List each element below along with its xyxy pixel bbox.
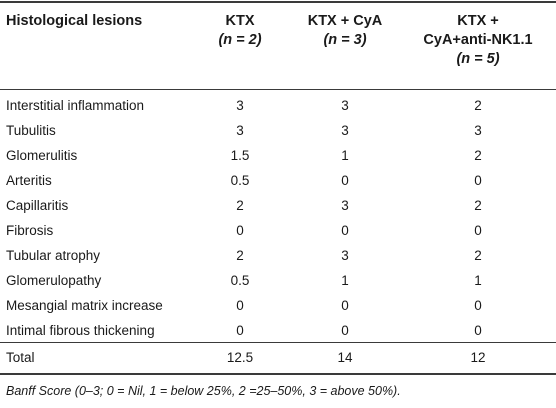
table-row: Tubular atrophy 2 3 2 [0,243,556,268]
cell-ktx-cya: 3 [341,198,349,213]
cell-ktx-cya: 0 [341,223,349,238]
header-ktx: KTX (n = 2) [190,12,290,50]
table-row: Arteritis 0.5 0 0 [0,168,556,193]
table-bottom-rule [0,373,556,375]
cell-ktx-cya: 0 [341,298,349,313]
cell-ktx-cya: 0 [341,173,349,188]
total-row: Total 12.5 14 12 [0,345,556,370]
cell-ktx: 3 [236,98,244,113]
header-ktx-cya-n: (n = 3) [323,32,367,48]
row-label: Capillaritis [6,198,69,213]
cell-ktx-cya-nk: 0 [474,223,482,238]
cell-ktx-cya: 3 [341,248,349,263]
header-nk-n: (n = 5) [456,51,500,67]
cell-ktx: 0 [236,223,244,238]
table-row: Mesangial matrix increase 0 0 0 [0,293,556,318]
cell-ktx: 1.5 [230,148,250,163]
total-ktx-cya: 14 [337,350,353,365]
header-histological-lesions: Histological lesions [6,13,143,29]
header-ktx-label: KTX [225,13,255,29]
cell-ktx: 0.5 [230,173,250,188]
total-ktx-cya-nk: 12 [470,350,486,365]
cell-ktx-cya-nk: 2 [474,198,482,213]
cell-ktx-cya-nk: 2 [474,148,482,163]
row-label: Mesangial matrix increase [6,298,163,313]
cell-ktx-cya-nk: 2 [474,98,482,113]
cell-ktx: 2 [236,198,244,213]
cell-ktx-cya-nk: 1 [474,273,482,288]
row-label: Intimal fibrous thickening [6,323,155,338]
total-label: Total [6,350,35,365]
cell-ktx-cya-nk: 2 [474,248,482,263]
table-row: Capillaritis 2 3 2 [0,193,556,218]
row-label: Glomerulopathy [6,273,102,288]
table-row: Interstitial inflammation 3 3 2 [0,93,556,118]
cell-ktx-cya: 1 [341,273,349,288]
header-ktx-n: (n = 2) [218,32,262,48]
header-rule [0,89,556,90]
header-nk-label-1: KTX + [457,13,499,29]
table-row: Glomerulitis 1.5 1 2 [0,143,556,168]
table-footnote: Banff Score (0–3; 0 = Nil, 1 = below 25%… [6,384,401,398]
cell-ktx-cya-nk: 0 [474,298,482,313]
cell-ktx-cya: 3 [341,98,349,113]
total-rule [0,342,556,343]
header-ktx-cya-anti-nk: KTX + CyA+anti-NK1.1 (n = 5) [400,12,556,69]
table-row: Tubulitis 3 3 3 [0,118,556,143]
row-label: Tubulitis [6,123,56,138]
row-label: Glomerulitis [6,148,78,163]
row-label: Interstitial inflammation [6,98,145,113]
cell-ktx: 3 [236,123,244,138]
header-ktx-cya-label: KTX + CyA [307,13,383,29]
table-top-rule [0,1,556,3]
row-label: Arteritis [6,173,52,188]
cell-ktx-cya: 3 [341,123,349,138]
table-row: Glomerulopathy 0.5 1 1 [0,268,556,293]
cell-ktx-cya-nk: 3 [474,123,482,138]
table-row: Intimal fibrous thickening 0 0 0 [0,318,556,343]
table-row: Fibrosis 0 0 0 [0,218,556,243]
cell-ktx-cya-nk: 0 [474,323,482,338]
header-ktx-cya: KTX + CyA (n = 3) [290,12,400,50]
cell-ktx: 0 [236,323,244,338]
total-ktx: 12.5 [226,350,254,365]
cell-ktx: 2 [236,248,244,263]
cell-ktx-cya: 1 [341,148,349,163]
cell-ktx-cya: 0 [341,323,349,338]
cell-ktx-cya-nk: 0 [474,173,482,188]
cell-ktx: 0.5 [230,273,250,288]
cell-ktx: 0 [236,298,244,313]
row-label: Tubular atrophy [6,248,101,263]
header-nk-label-2: CyA+anti-NK1.1 [423,32,533,48]
row-label: Fibrosis [6,223,54,238]
